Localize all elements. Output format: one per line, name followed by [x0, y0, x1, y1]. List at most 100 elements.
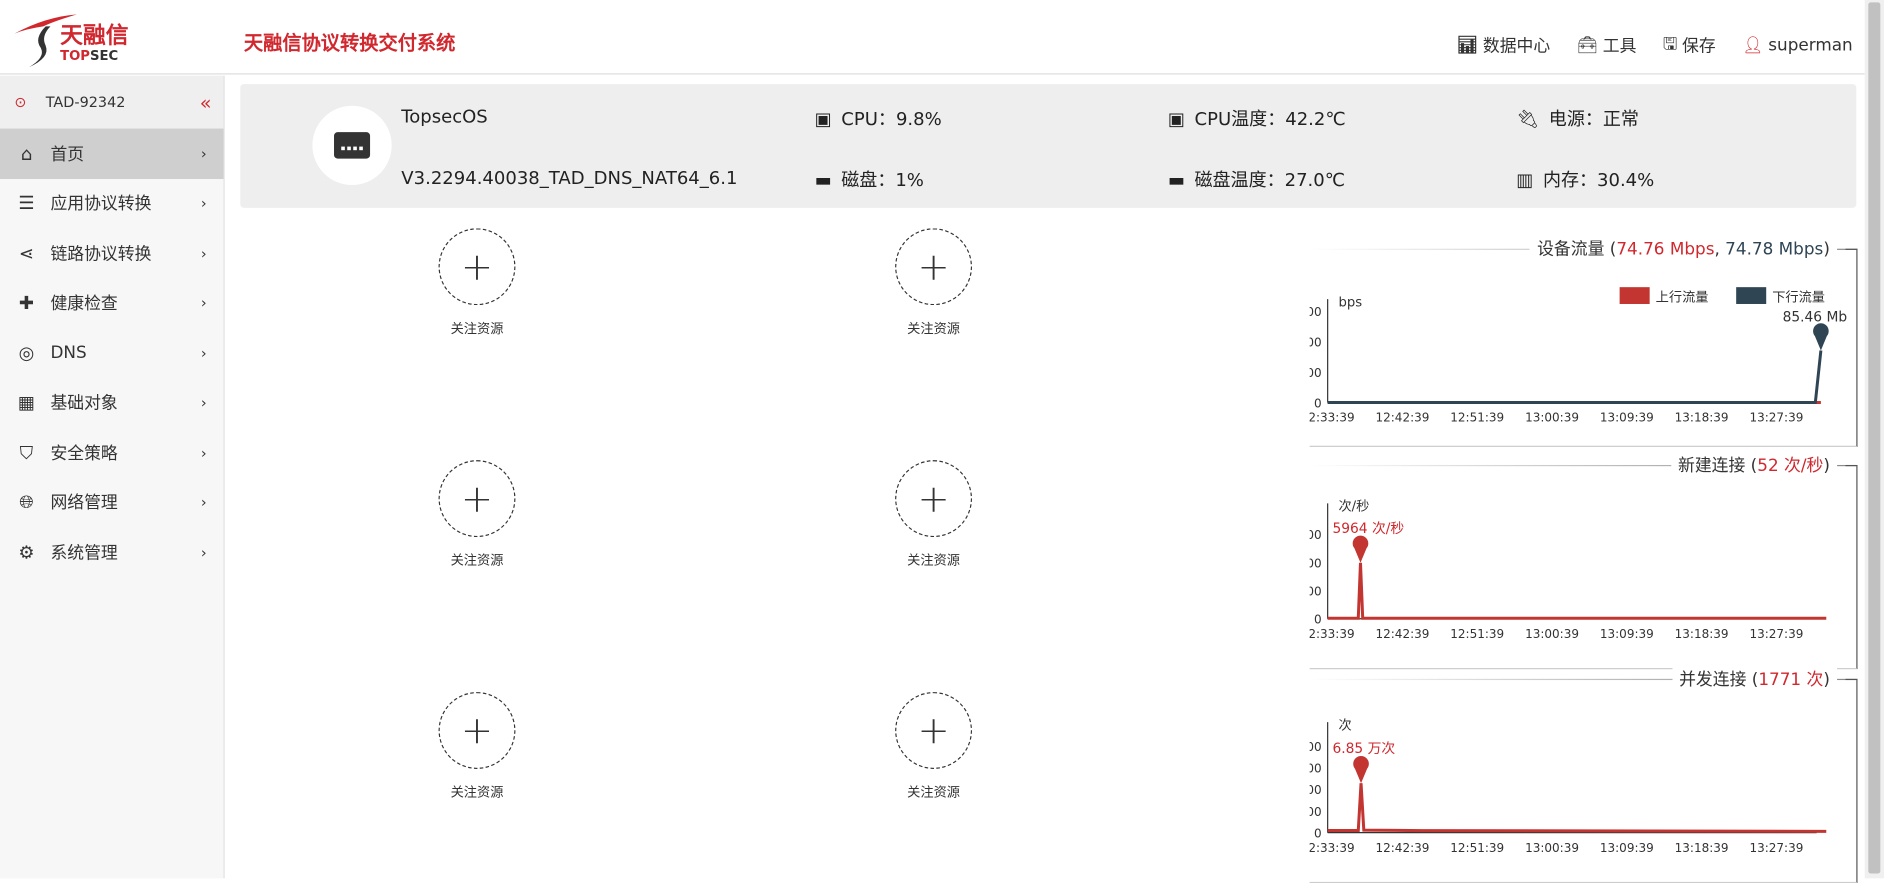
- share-icon: ⋖: [18, 242, 34, 265]
- add-resource-button[interactable]: +: [895, 460, 973, 538]
- home-icon: ⌂: [20, 142, 33, 165]
- y-tick-label: 0: [1314, 613, 1322, 627]
- x-tick-label: 12:42:39: [1375, 411, 1429, 425]
- legend-swatch: [1619, 287, 1650, 304]
- markpoint-label: 85.46 Mb: [1783, 310, 1848, 326]
- chart-title: 新建连接 (52 次/秒): [1670, 452, 1838, 477]
- x-tick-label: 13:27:39: [1749, 841, 1803, 855]
- sidebar-item-label: 首页: [50, 145, 85, 165]
- x-tick-label: 12:33:39: [1310, 627, 1355, 641]
- sidebar-item-5[interactable]: ▦ 基础对象 ›: [0, 378, 223, 428]
- server-icon: ☰: [18, 192, 35, 215]
- sidebar-item-label: 基础对象: [50, 394, 118, 414]
- bar-chart-icon: 📊︎: [1456, 36, 1479, 56]
- chart-panel-1: 新建连接 (52 次/秒) 次/秒 0 3000 6000 9000 12:33:39 12:…: [1309, 452, 1858, 670]
- plus-icon: +: [917, 707, 950, 754]
- svg-text:天融信: 天融信: [60, 22, 129, 49]
- sidebar-item-3[interactable]: ✚ 健康检查 ›: [0, 278, 223, 328]
- add-resource-label: 关注资源: [907, 552, 960, 569]
- series-line: [1327, 350, 1823, 405]
- x-tick-label: 12:33:39: [1310, 411, 1355, 425]
- sidebar-item-label: 健康检查: [50, 294, 118, 314]
- sidebar-item-6[interactable]: ⛉ 安全策略 ›: [0, 428, 223, 478]
- chevron-right-icon: ›: [200, 543, 207, 561]
- data-center-button[interactable]: 📊︎ 数据中心: [1456, 36, 1551, 57]
- sidebar-item-label: 网络管理: [50, 494, 118, 514]
- location-pin-icon: ⊙: [14, 93, 27, 111]
- title-value: 74.78 Mbps: [1725, 240, 1824, 260]
- chart-svg: 次/秒 0 3000 6000 9000 12:33:39 12:42:39 12:51:39…: [1310, 499, 1827, 641]
- sidebar-item-label: 系统管理: [50, 543, 118, 564]
- user-icon: 👤︎: [1742, 36, 1764, 56]
- x-tick-label: 13:00:39: [1525, 627, 1579, 641]
- chevron-right-icon: ›: [200, 494, 207, 511]
- sidebar-item-2[interactable]: ⋖ 链路协议转换 ›: [0, 228, 223, 278]
- y-axis-label: bps: [1338, 295, 1362, 310]
- plus-icon: +: [460, 243, 494, 290]
- chevron-right-icon: ›: [200, 444, 207, 462]
- dns-icon: ◎: [18, 342, 35, 364]
- y-tick-label: 0: [1314, 826, 1322, 840]
- sidebar-item-label: 安全策略: [50, 444, 118, 464]
- y-axis-label: 次: [1338, 717, 1351, 733]
- sidebar-item-8[interactable]: ⚙ 系统管理 ›: [0, 527, 223, 577]
- user-menu[interactable]: 👤︎ superman: [1742, 36, 1853, 56]
- device-icon: [312, 105, 392, 186]
- device-selector[interactable]: ⊙ TAD-92342 «: [0, 75, 224, 129]
- add-resource-button[interactable]: +: [895, 228, 973, 306]
- markpoint-pin: [1813, 323, 1829, 351]
- x-tick-label: 12:42:39: [1375, 841, 1429, 855]
- sidebar-item-7[interactable]: 🌐︎ 网络管理 ›: [0, 478, 223, 528]
- cpu-temperature: ▣ CPU温度：42.2℃: [1167, 107, 1346, 130]
- x-tick-label: 13:00:39: [1525, 841, 1579, 855]
- scrollbar[interactable]: [1864, 0, 1884, 879]
- memory-icon: ▥: [1516, 168, 1534, 191]
- hdd-icon: ▬: [1167, 168, 1185, 191]
- sidebar-item-4[interactable]: ◎ DNS ›: [0, 328, 223, 378]
- save-icon: 🖫: [1662, 34, 1678, 55]
- cpu-usage: ▣ CPU：9.8%: [814, 107, 942, 130]
- cpu-icon: ▣: [814, 107, 832, 130]
- x-tick-label: 13:09:39: [1600, 841, 1654, 855]
- os-name: TopsecOS: [401, 105, 488, 128]
- add-resource-button[interactable]: +: [438, 692, 516, 769]
- title-value: 74.76 Mbps: [1616, 240, 1715, 260]
- tools-button[interactable]: 🧰︎ 工具: [1576, 36, 1637, 57]
- sidebar-item-0[interactable]: ⌂ 首页 ›: [0, 128, 224, 179]
- grid-icon: ▦: [17, 391, 35, 414]
- sidebar-item-label: 链路协议转换: [50, 244, 152, 265]
- x-tick-label: 13:27:39: [1749, 411, 1803, 425]
- power-status: 🔌︎ 电源：正常: [1516, 107, 1639, 130]
- add-resource-label: 关注资源: [907, 784, 960, 801]
- chevron-right-icon: ›: [200, 394, 207, 412]
- sidebar-item-1[interactable]: ☰ 应用协议转换 ›: [0, 178, 223, 228]
- add-resource-button[interactable]: +: [438, 460, 516, 538]
- series-line: [1327, 562, 1827, 620]
- header: 天融信 TOPSEC 天融信协议转换交付系统 📊︎ 数据中心 🧰︎ 工具 🖫 保存 👤…: [0, 0, 1865, 75]
- chart-svg: bps 0 50000000 100000000 150000000 12:33:39 12…: [1310, 287, 1848, 425]
- x-tick-label: 13:09:39: [1600, 627, 1654, 641]
- collapse-sidebar-icon[interactable]: «: [199, 90, 212, 114]
- add-resource-button[interactable]: +: [895, 692, 973, 769]
- legend-label: 下行流量: [1772, 290, 1825, 306]
- hdd-icon: ▬: [814, 168, 832, 191]
- x-tick-label: 12:33:39: [1310, 841, 1355, 855]
- y-tick-label: 30000: [1310, 805, 1322, 819]
- disk-usage: ▬ 磁盘：1%: [814, 168, 924, 192]
- series-line: [1327, 783, 1827, 833]
- save-button[interactable]: 🖫 保存: [1663, 31, 1716, 60]
- add-resource-label: 关注资源: [450, 784, 504, 801]
- y-tick-label: 50000000: [1310, 366, 1322, 380]
- scrollbar-thumb[interactable]: [1868, 2, 1881, 874]
- y-tick-label: 90000: [1310, 762, 1322, 776]
- y-tick-label: 0: [1314, 396, 1322, 410]
- chart-panel-0: 设备流量 (74.76 Mbps, 74.78 Mbps) bps 0 5000000…: [1309, 236, 1858, 447]
- chart-panel-2: 并发连接 (1771 次) 次 0 30000 60000 90000 120000 12:3…: [1309, 666, 1858, 883]
- y-tick-label: 150000000: [1310, 305, 1322, 319]
- y-tick-label: 100000000: [1310, 335, 1322, 349]
- chevron-right-icon: ›: [200, 244, 207, 262]
- markpoint-pin: [1352, 535, 1369, 563]
- add-resource-button[interactable]: +: [438, 228, 516, 306]
- markpoint-label: 6.85 万次: [1332, 741, 1395, 757]
- chart-title: 并发连接 (1771 次): [1671, 666, 1838, 691]
